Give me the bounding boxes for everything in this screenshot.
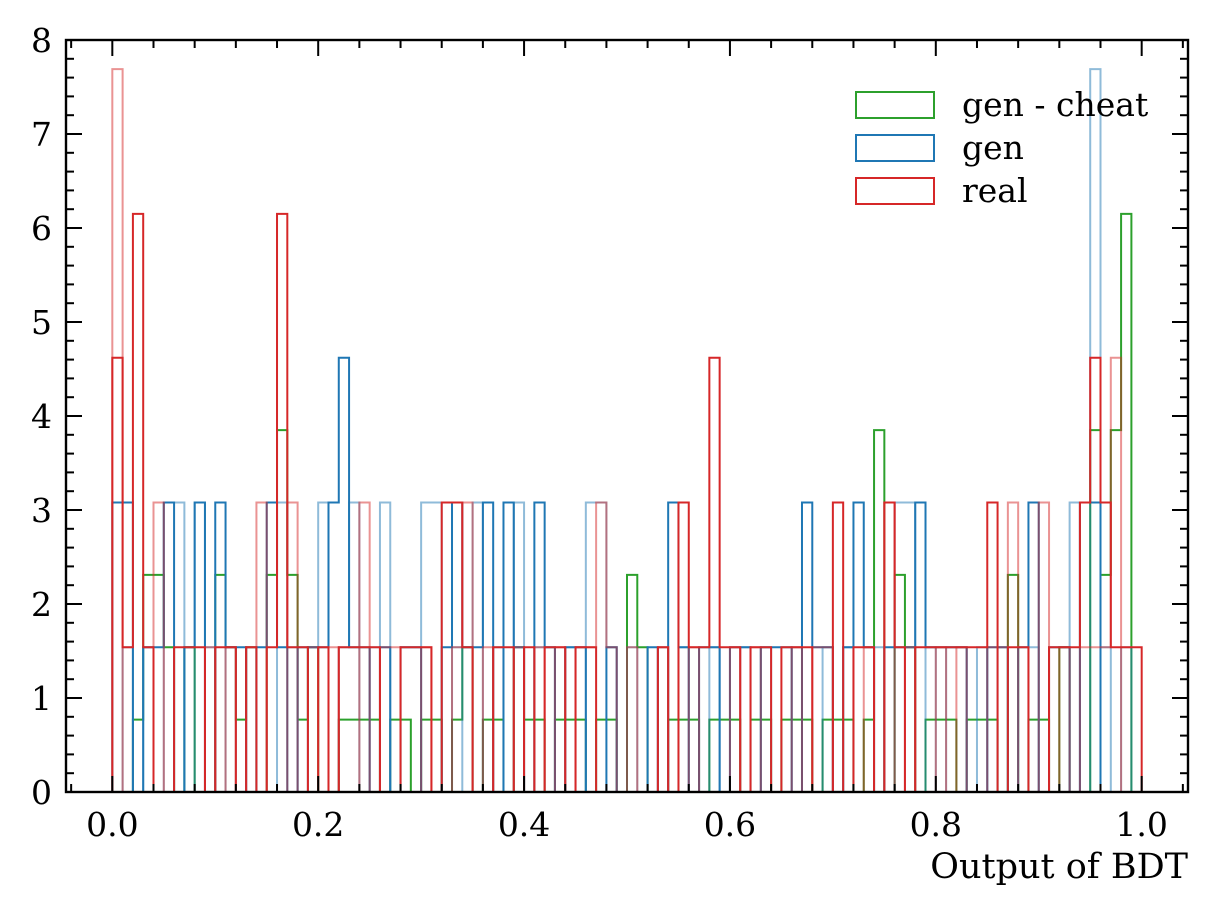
x-tick-label: 1.0 — [1115, 805, 1167, 844]
y-tick-label: 4 — [31, 397, 52, 436]
y-tick-label: 8 — [31, 21, 52, 60]
legend-label: gen - cheat — [962, 85, 1148, 124]
y-tick-label: 3 — [31, 491, 52, 530]
x-tick-label: 0.6 — [704, 805, 756, 844]
y-tick-label: 2 — [31, 585, 52, 624]
legend-swatch — [855, 91, 935, 119]
x-tick-label: 0.4 — [498, 805, 550, 844]
x-axis-label: Output of BDT — [930, 847, 1188, 887]
y-tick-labels: 0 1 2 3 4 5 6 7 8 — [31, 21, 52, 812]
legend: gen - cheat gen real — [855, 85, 1148, 210]
x-tick-label: 0.2 — [292, 805, 344, 844]
x-tick-label: 0.0 — [86, 805, 138, 844]
legend-swatch — [855, 177, 935, 205]
y-tick-label: 5 — [31, 303, 52, 342]
legend-swatch — [855, 134, 935, 162]
y-tick-label: 7 — [31, 115, 52, 154]
x-tick-label: 0.8 — [910, 805, 962, 844]
tick-marks — [66, 39, 1188, 793]
x-tick-labels: 0.0 0.2 0.4 0.6 0.8 1.0 — [86, 805, 1168, 844]
y-tick-label: 0 — [31, 773, 52, 812]
y-tick-label: 1 — [31, 679, 52, 718]
legend-label: gen — [962, 128, 1024, 167]
y-tick-label: 6 — [31, 209, 52, 248]
legend-label: real — [962, 171, 1028, 210]
plot-frame — [64, 38, 1190, 794]
histogram-series-4 — [111, 68, 1142, 793]
